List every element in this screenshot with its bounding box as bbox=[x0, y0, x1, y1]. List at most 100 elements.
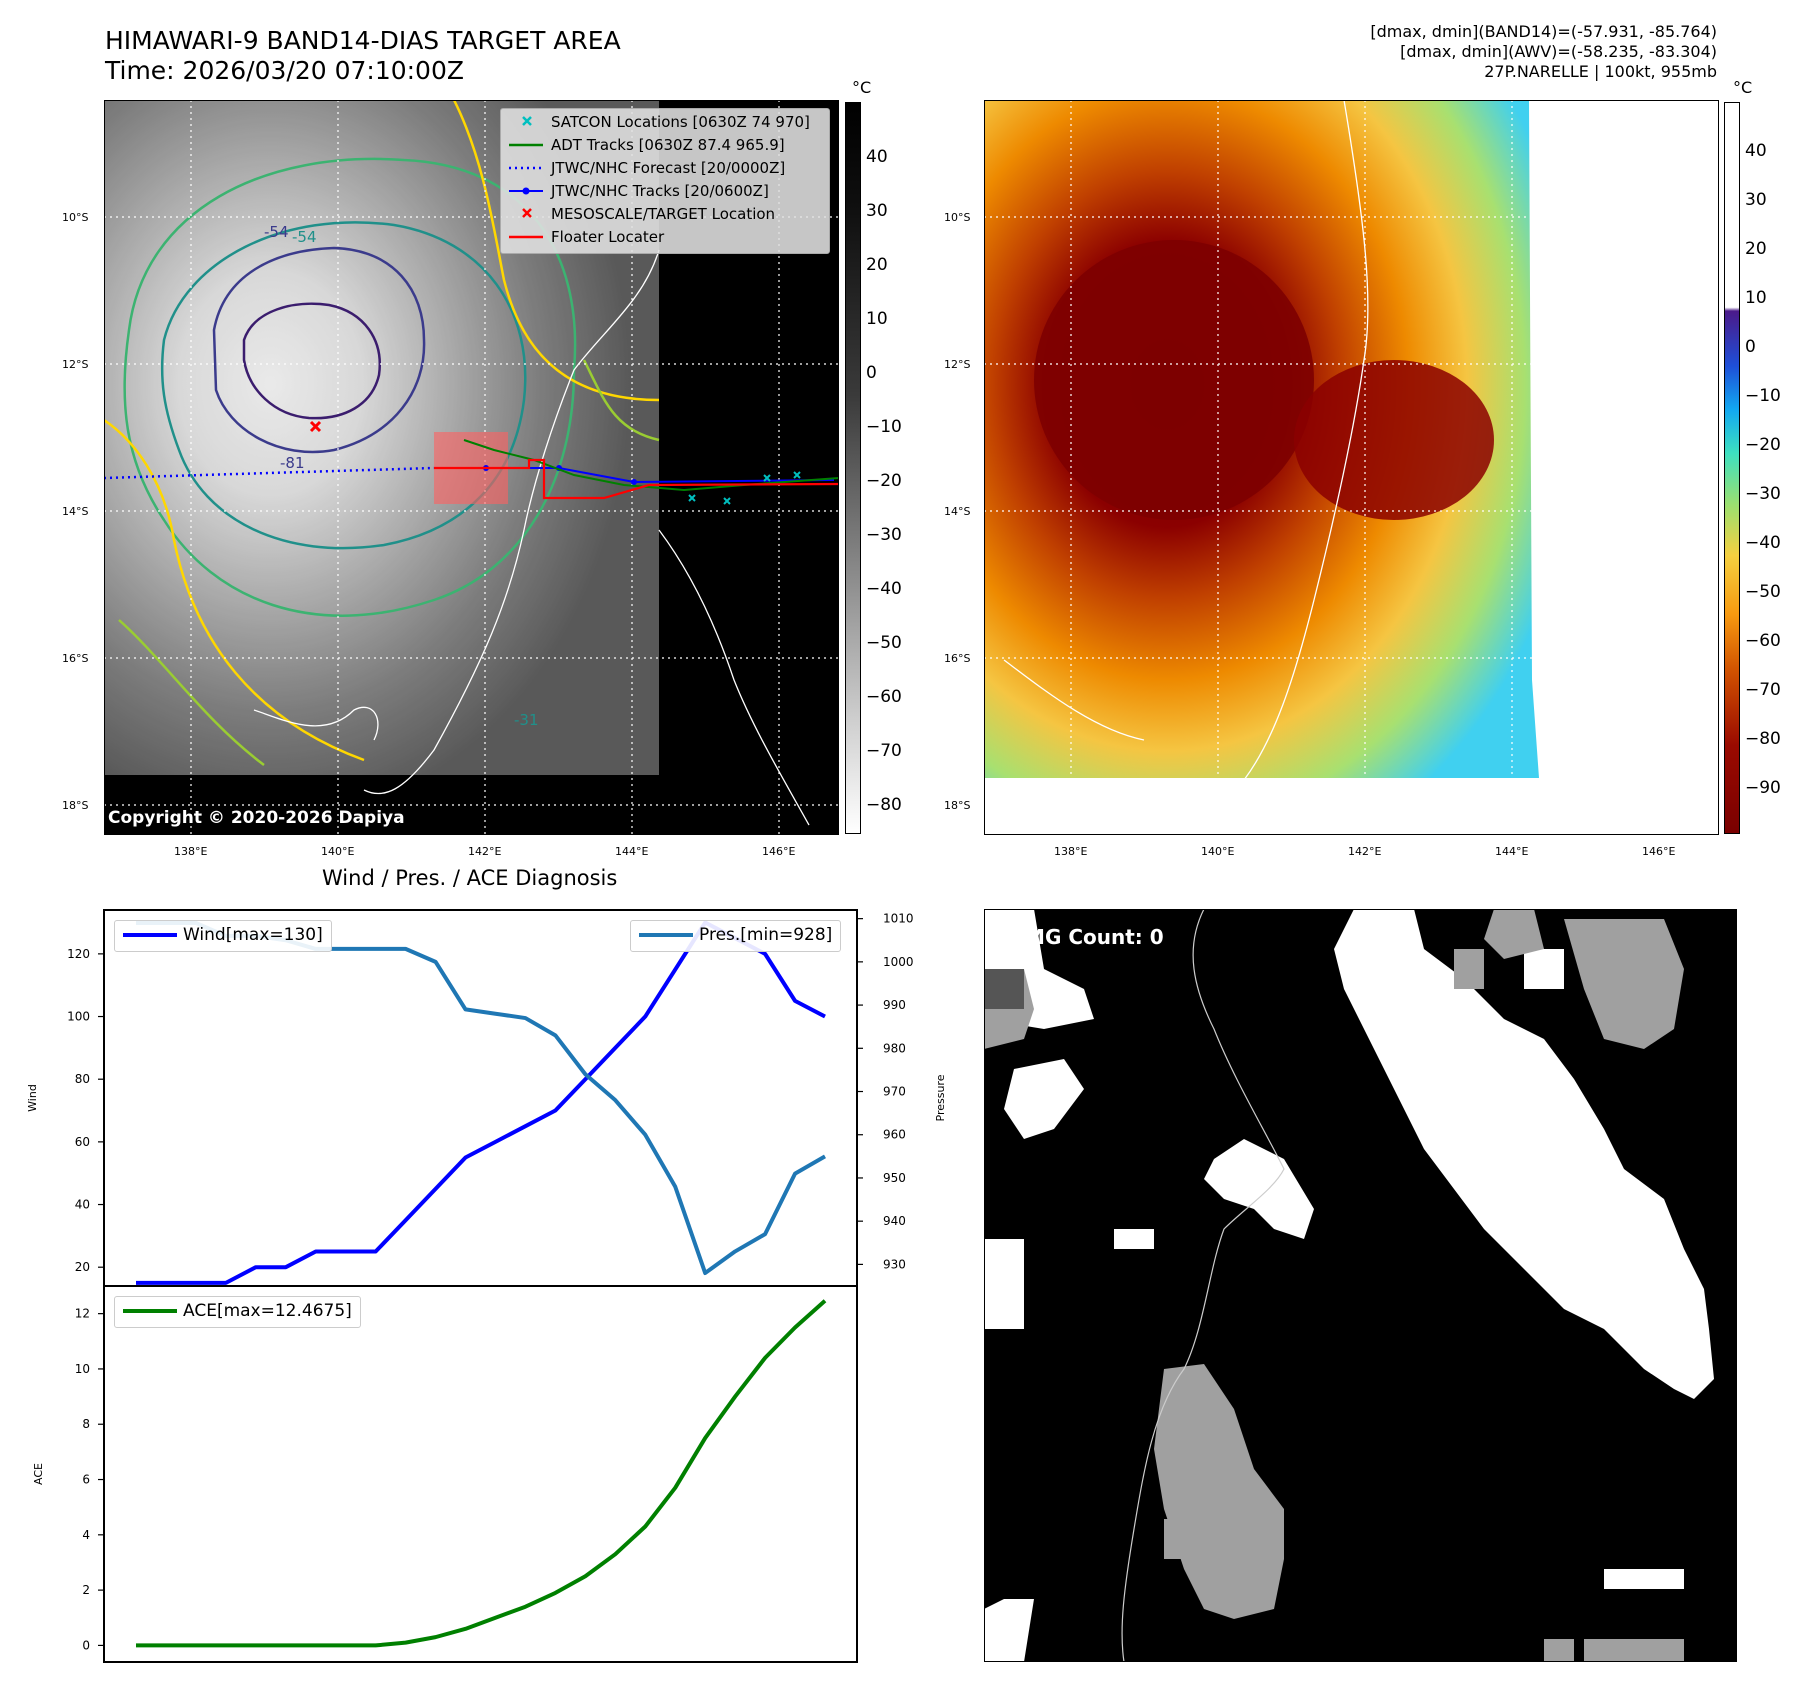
contour-label: -31 bbox=[514, 711, 539, 729]
map-gridlines bbox=[984, 100, 1719, 835]
colorbar-tick: 30 bbox=[866, 201, 888, 221]
copyright-text: Copyright © 2020-2026 Dapiya bbox=[108, 808, 405, 828]
colorbar-unit: °C bbox=[852, 78, 872, 97]
colorbar-tick: −10 bbox=[1745, 386, 1781, 406]
ace-ytick-label: 8 bbox=[82, 1417, 90, 1431]
lon-tick: 144°E bbox=[615, 845, 649, 858]
stats-awv: [dmax, dmin](AWV)=(-58.235, -83.304) bbox=[1400, 42, 1717, 61]
colorbar-tick: −30 bbox=[1745, 484, 1781, 504]
coastline bbox=[363, 249, 660, 795]
colorbar-tick: 40 bbox=[1745, 141, 1767, 161]
pressure-ytick-label: 970 bbox=[883, 1085, 906, 1099]
ace-chart: 0 2 4 6 8 10 12 ACE bbox=[32, 1285, 858, 1663]
map-legend: SATCON Locations [0630Z 74 970] ADT Trac… bbox=[500, 108, 830, 254]
pressure-ytick-label: 1010 bbox=[883, 912, 914, 926]
wind-ytick-label: 20 bbox=[75, 1260, 90, 1274]
colorbar-tick: −60 bbox=[866, 687, 902, 707]
ace-legend-label: ACE[max=12.4675] bbox=[183, 1301, 352, 1321]
colorbar-tick: −80 bbox=[866, 795, 902, 815]
wind-ytick-label: 60 bbox=[75, 1135, 90, 1149]
lat-tick: 10°S bbox=[62, 211, 89, 224]
grayscale-colorbar bbox=[845, 102, 861, 834]
ace-ytick-label: 4 bbox=[82, 1528, 90, 1542]
colorbar-tick: −50 bbox=[866, 633, 902, 653]
lon-tick: 142°E bbox=[1348, 845, 1382, 858]
colorbar-tick: −30 bbox=[866, 525, 902, 545]
diagnosis-title: Wind / Pres. / ACE Diagnosis bbox=[322, 866, 618, 890]
contour-core bbox=[242, 302, 381, 420]
target-location-marker bbox=[309, 420, 322, 433]
lat-tick: 14°S bbox=[944, 505, 971, 518]
colorbar-tick: 0 bbox=[866, 363, 877, 383]
legend-jtwc-tracks: JTWC/NHC Tracks [20/0600Z] bbox=[501, 180, 829, 203]
awv-color-map bbox=[984, 100, 1719, 835]
pressure-ytick-label: 950 bbox=[883, 1171, 906, 1185]
ace-ytick-label: 6 bbox=[82, 1473, 90, 1487]
title-line-1: HIMAWARI-9 BAND14-DIAS TARGET AREA bbox=[105, 26, 621, 55]
legend-jtwc-forecast: JTWC/NHC Forecast [20/0000Z] bbox=[509, 159, 786, 177]
lon-tick: 146°E bbox=[1642, 845, 1676, 858]
pressure-axis-label: Pressure bbox=[934, 1074, 947, 1121]
contour-inner bbox=[212, 246, 426, 454]
lat-tick: 12°S bbox=[62, 358, 89, 371]
diagnosis-charts: 2040608010012093094095096097098099010001… bbox=[26, 909, 947, 1663]
pressure-ytick-label: 980 bbox=[883, 1041, 906, 1055]
ace-ytick-label: 10 bbox=[75, 1362, 90, 1376]
lon-tick: 142°E bbox=[468, 845, 502, 858]
lon-tick: 138°E bbox=[174, 845, 208, 858]
lon-tick: 146°E bbox=[762, 845, 796, 858]
colorbar-tick: 20 bbox=[1745, 239, 1767, 259]
colorbar-tick: −20 bbox=[866, 471, 902, 491]
contour-label: -54 bbox=[264, 223, 289, 241]
colorbar-tick: −70 bbox=[866, 741, 902, 761]
contour-label: -81 bbox=[280, 454, 305, 472]
colorbar-tick: 10 bbox=[1745, 288, 1767, 308]
pressure-legend: Pres.[min=928] bbox=[630, 920, 842, 952]
lat-tick: 16°S bbox=[944, 652, 971, 665]
colorbar-tick: −60 bbox=[1745, 631, 1781, 651]
lat-tick: 10°S bbox=[944, 211, 971, 224]
jtwc-forecast-track bbox=[104, 466, 435, 480]
lat-tick: 16°S bbox=[62, 652, 89, 665]
colorbar-tick: 30 bbox=[1745, 190, 1767, 210]
ace-series-line bbox=[136, 1299, 827, 1648]
satcon-markers bbox=[688, 471, 801, 505]
lat-tick: 18°S bbox=[62, 799, 89, 812]
contour-outer bbox=[123, 157, 577, 617]
wind-ytick-label: 80 bbox=[75, 1072, 90, 1086]
figure-title: HIMAWARI-9 BAND14-DIAS TARGET AREA Time:… bbox=[105, 26, 621, 86]
legend-target-location: MESOSCALE/TARGET Location bbox=[501, 203, 829, 226]
ace-ytick-label: 12 bbox=[75, 1307, 90, 1321]
contour-label: -54 bbox=[292, 228, 317, 246]
lon-tick: 140°E bbox=[321, 845, 355, 858]
pressure-ytick-label: 1000 bbox=[883, 955, 914, 969]
lat-tick: 12°S bbox=[944, 358, 971, 371]
colorbar-tick: −90 bbox=[1745, 778, 1781, 798]
colorbar-tick: 40 bbox=[866, 147, 888, 167]
ace-legend: ACE[max=12.4675] bbox=[114, 1296, 361, 1328]
title-line-2: Time: 2026/03/20 07:10:00Z bbox=[105, 56, 464, 85]
stats-band14: [dmax, dmin](BAND14)=(-57.931, -85.764) bbox=[1370, 22, 1717, 41]
colorbar-tick: −50 bbox=[1745, 582, 1781, 602]
lat-tick: 18°S bbox=[944, 799, 971, 812]
awv-colorbar bbox=[1724, 102, 1740, 834]
coastline bbox=[1243, 100, 1369, 781]
pressure-ytick-label: 990 bbox=[883, 998, 906, 1012]
legend-satcon: SATCON Locations [0630Z 74 970] bbox=[501, 111, 829, 134]
lat-tick: 14°S bbox=[62, 505, 89, 518]
colorbar-tick: 20 bbox=[866, 255, 888, 275]
adt-track bbox=[463, 439, 839, 492]
wind-legend-label: Wind[max=130] bbox=[183, 925, 323, 945]
wind-axis-label: Wind bbox=[26, 1084, 39, 1112]
coastline bbox=[1121, 909, 1285, 1662]
wmg-mask-cells bbox=[984, 909, 1714, 1662]
colorbar-tick: −40 bbox=[866, 579, 902, 599]
wind-pressure-chart: 20 40 60 80 100 120 930 940 950 960 970 980 990 1000 1… bbox=[26, 909, 947, 1287]
lon-tick: 144°E bbox=[1495, 845, 1529, 858]
colorbar-tick: −40 bbox=[1745, 533, 1781, 553]
colorbar-tick: −80 bbox=[1745, 729, 1781, 749]
lon-tick: 140°E bbox=[1201, 845, 1235, 858]
pressure-ytick-label: 930 bbox=[883, 1257, 906, 1271]
colorbar-tick: −20 bbox=[1745, 435, 1781, 455]
wmg-count-label: WMG Count: 0 bbox=[1003, 925, 1164, 949]
